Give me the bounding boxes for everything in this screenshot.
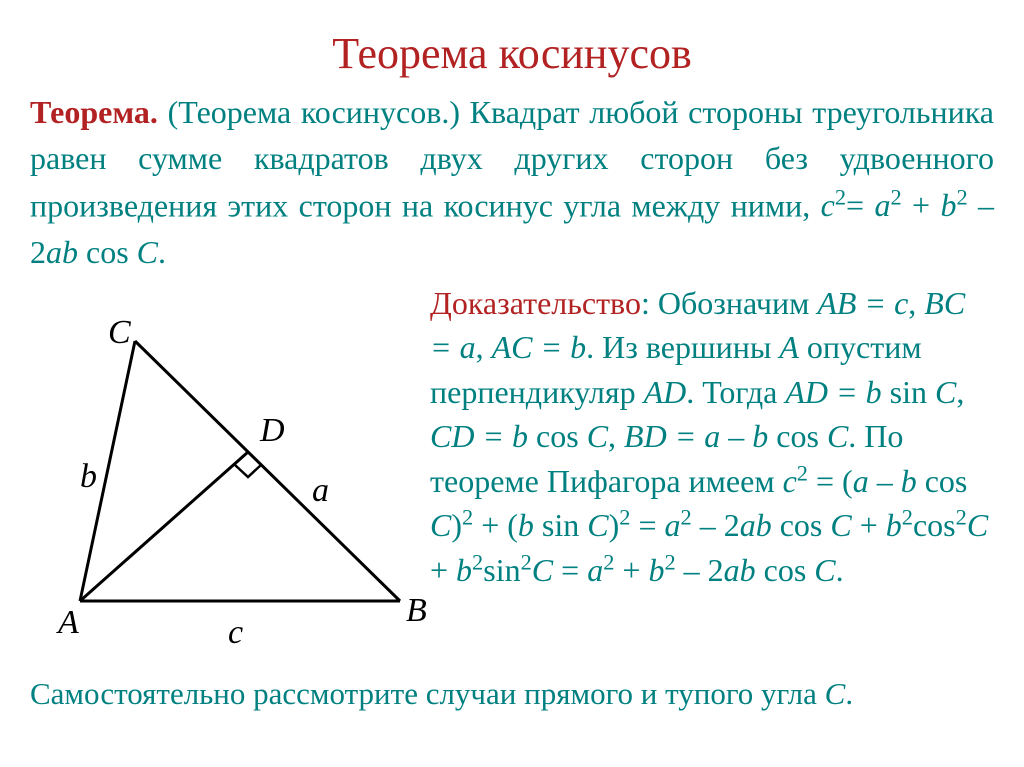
proof-block: Доказательство: Обозначим AB = c, BC = a… (430, 281, 994, 592)
content-row: A B C D b a c Доказательство: Обозначим … (30, 281, 994, 666)
footnote-tail: C. (825, 676, 853, 711)
page-title: Теорема косинусов (30, 28, 994, 79)
label-d-vertex: D (259, 412, 285, 449)
theorem-statement: Теорема. (Теорема косинусов.) Квадрат лю… (30, 89, 994, 275)
side-bc (135, 341, 400, 601)
label-side-a: a (312, 472, 329, 509)
footnote-text: Самостоятельно рассмотрите случаи прямог… (30, 676, 825, 711)
label-side-b: b (80, 458, 97, 495)
triangle-figure: A B C D b a c (30, 281, 430, 666)
label-a-vertex: A (56, 604, 79, 641)
proof-body: : Обозначим AB = c, BC = a, AC = b. Из в… (430, 285, 988, 588)
triangle-svg: A B C D b a c (30, 301, 430, 661)
label-b-vertex: B (406, 592, 427, 629)
label-side-c: c (228, 614, 243, 651)
right-angle-marker (235, 464, 262, 477)
footnote: Самостоятельно рассмотрите случаи прямог… (30, 676, 994, 712)
label-c-vertex: C (108, 314, 131, 351)
proof-label: Доказательство (430, 285, 641, 321)
altitude-ad (80, 452, 248, 601)
theorem-label: Теорема. (30, 94, 158, 130)
page: Теорема косинусов Теорема. (Теорема коси… (0, 0, 1024, 767)
